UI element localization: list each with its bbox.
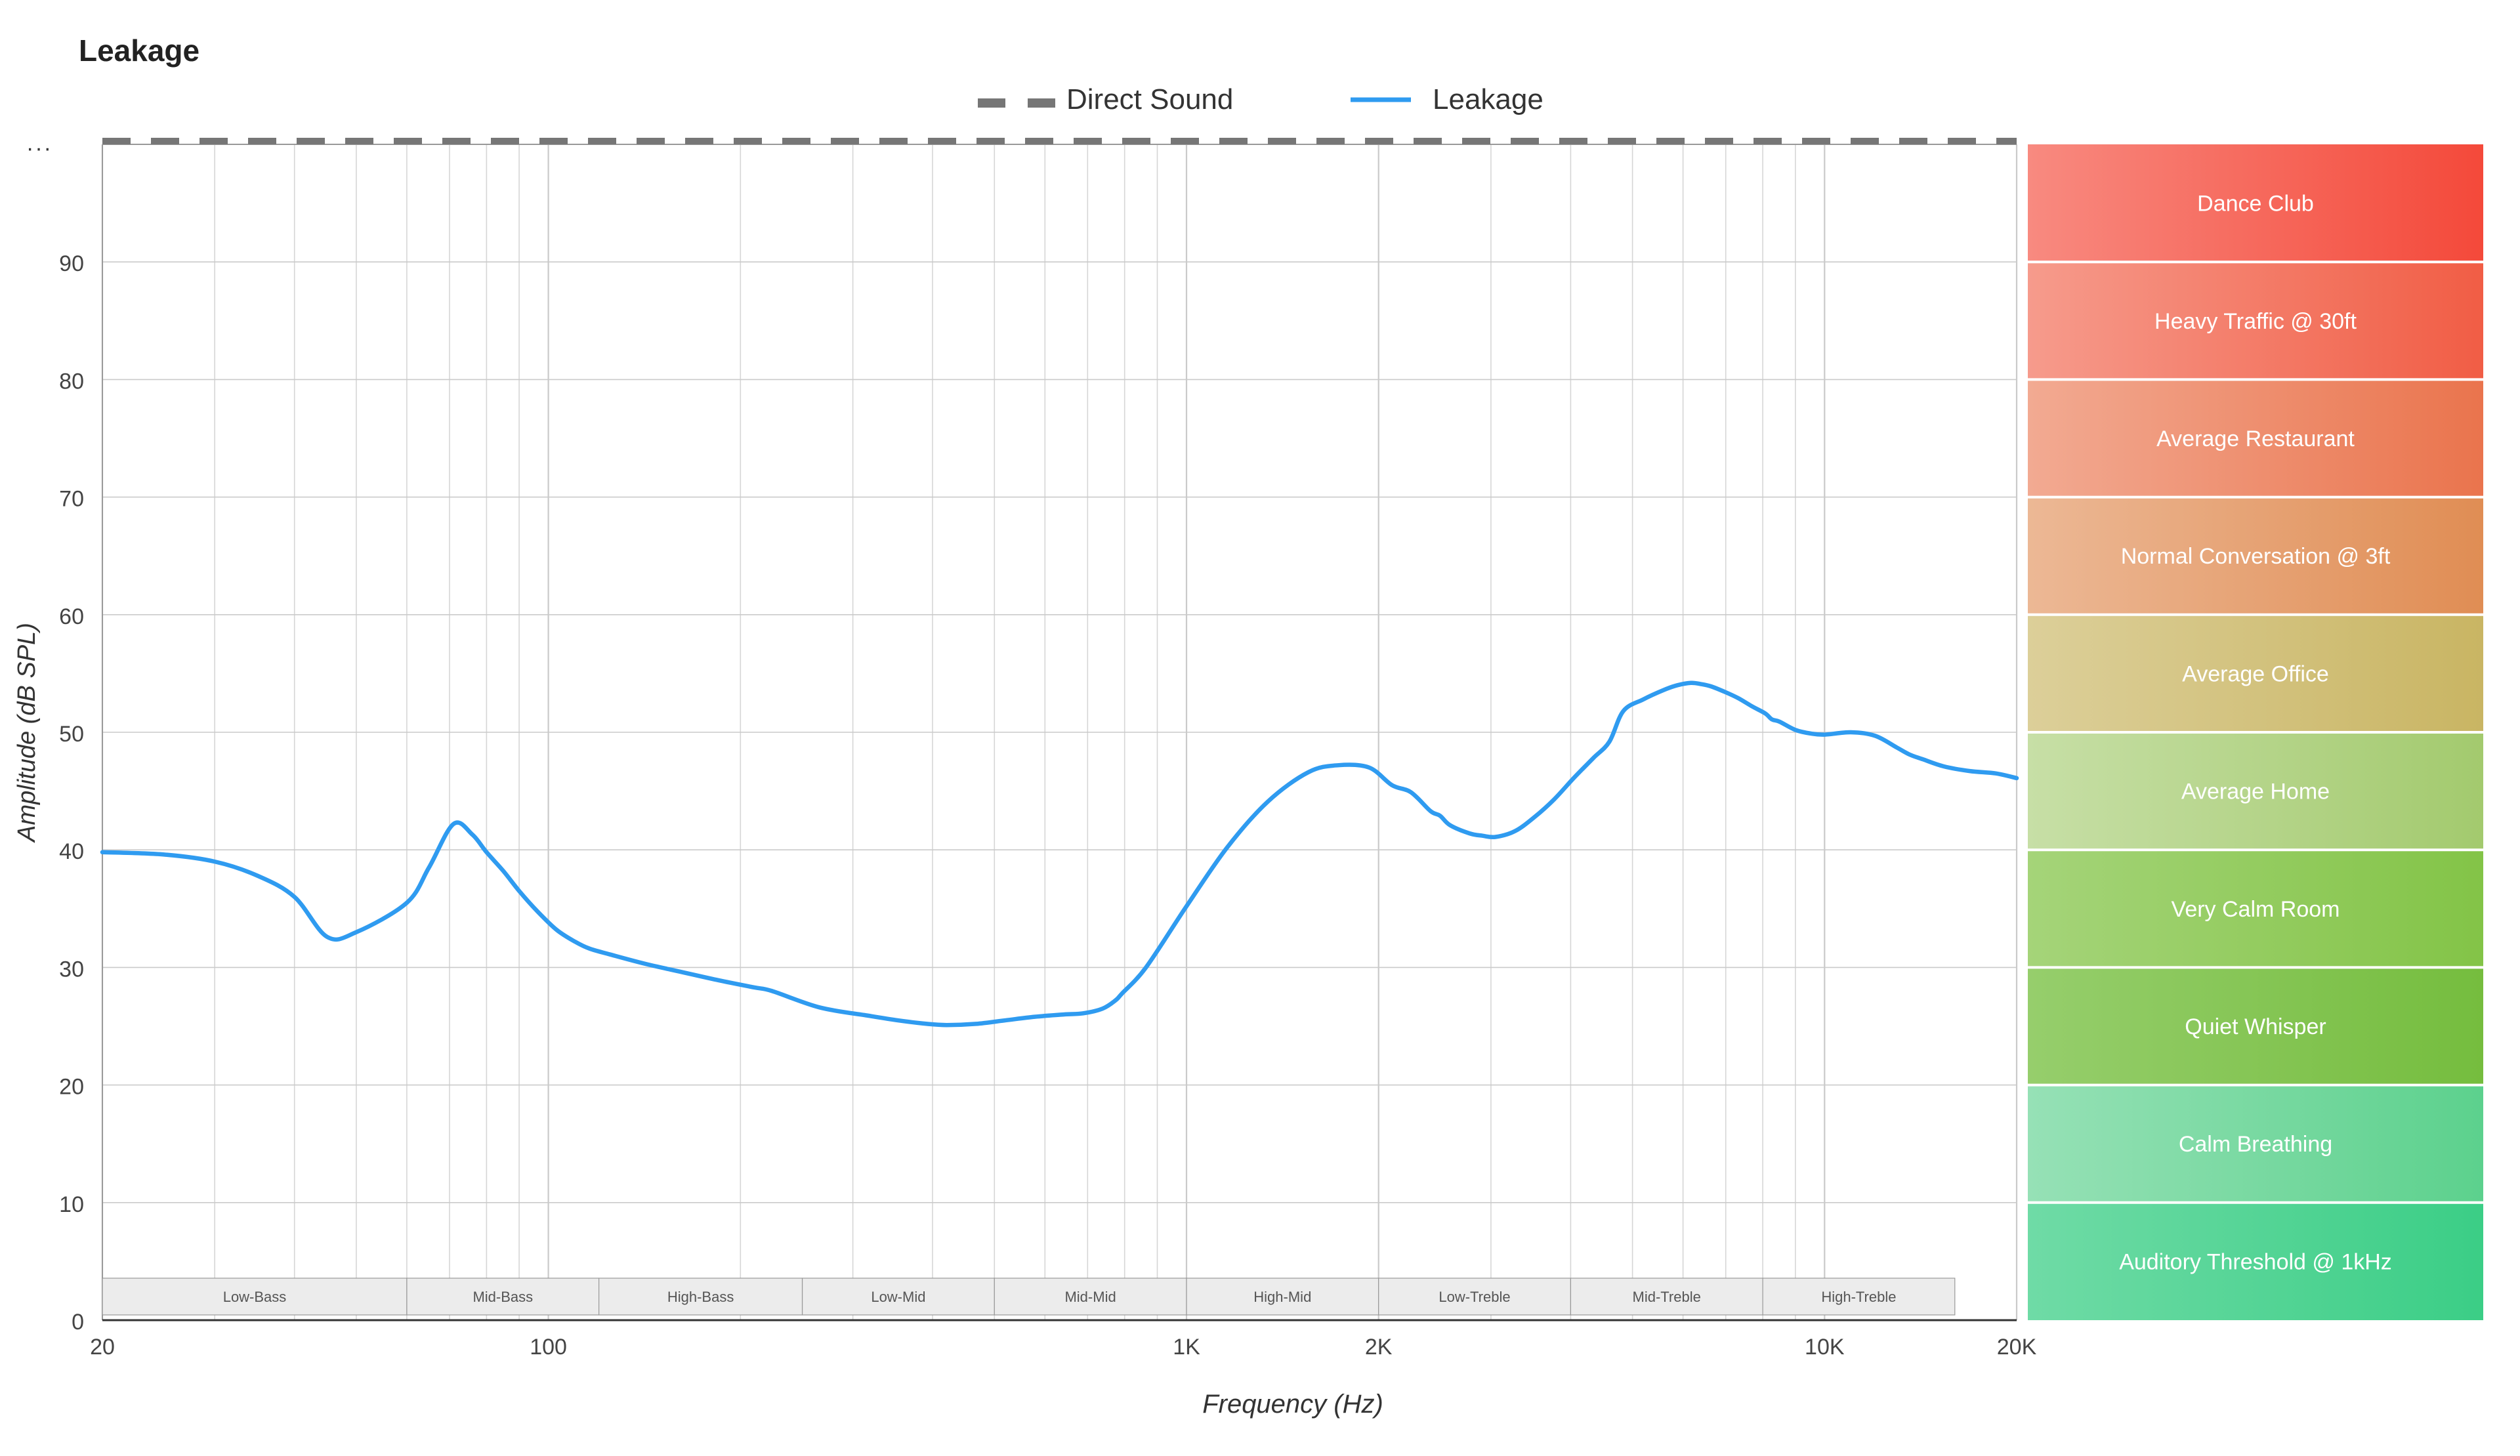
svg-text:Average Restaurant: Average Restaurant [2156, 426, 2355, 451]
svg-text:20: 20 [90, 1335, 115, 1360]
svg-text:10K: 10K [1805, 1335, 1845, 1360]
svg-text:Low-Treble: Low-Treble [1438, 1289, 1510, 1305]
svg-text:Average Office: Average Office [2182, 661, 2329, 686]
svg-text:90: 90 [59, 251, 84, 276]
svg-text:30: 30 [59, 957, 84, 982]
svg-text:High-Treble: High-Treble [1821, 1289, 1896, 1305]
svg-text:1K: 1K [1173, 1335, 1200, 1360]
svg-text:Mid-Bass: Mid-Bass [472, 1289, 533, 1305]
svg-text:100: 100 [530, 1335, 567, 1360]
svg-text:Very Calm Room: Very Calm Room [2172, 897, 2340, 922]
svg-text:Heavy Traffic @ 30ft: Heavy Traffic @ 30ft [2154, 309, 2357, 334]
svg-text:40: 40 [59, 839, 84, 864]
svg-text:Direct Sound: Direct Sound [1066, 85, 1233, 115]
svg-text:Mid-Mid: Mid-Mid [1064, 1289, 1116, 1305]
svg-text:20: 20 [59, 1075, 84, 1100]
svg-text:High-Bass: High-Bass [667, 1289, 734, 1305]
svg-text:Average Home: Average Home [2181, 780, 2330, 804]
svg-text:0: 0 [72, 1310, 84, 1335]
svg-text:Mid-Treble: Mid-Treble [1633, 1289, 1701, 1305]
svg-text:Normal Conversation @ 3ft: Normal Conversation @ 3ft [2121, 544, 2391, 569]
svg-text:20K: 20K [1997, 1335, 2037, 1360]
svg-text:Quiet Whisper: Quiet Whisper [2185, 1014, 2326, 1039]
svg-text:Calm Breathing: Calm Breathing [2179, 1132, 2332, 1157]
svg-text:Low-Mid: Low-Mid [871, 1289, 925, 1305]
svg-text:High-Mid: High-Mid [1253, 1289, 1311, 1305]
svg-text:80: 80 [59, 369, 84, 394]
svg-text:60: 60 [59, 604, 84, 629]
svg-text:70: 70 [59, 487, 84, 512]
svg-text:Leakage: Leakage [1433, 85, 1544, 115]
svg-text:Auditory Threshold @ 1kHz: Auditory Threshold @ 1kHz [2119, 1249, 2392, 1274]
svg-text:Dance Club: Dance Club [2197, 192, 2314, 217]
svg-text:10: 10 [59, 1192, 84, 1217]
svg-text:Low-Bass: Low-Bass [223, 1289, 287, 1305]
svg-text:50: 50 [59, 722, 84, 747]
svg-text:2K: 2K [1365, 1335, 1393, 1360]
